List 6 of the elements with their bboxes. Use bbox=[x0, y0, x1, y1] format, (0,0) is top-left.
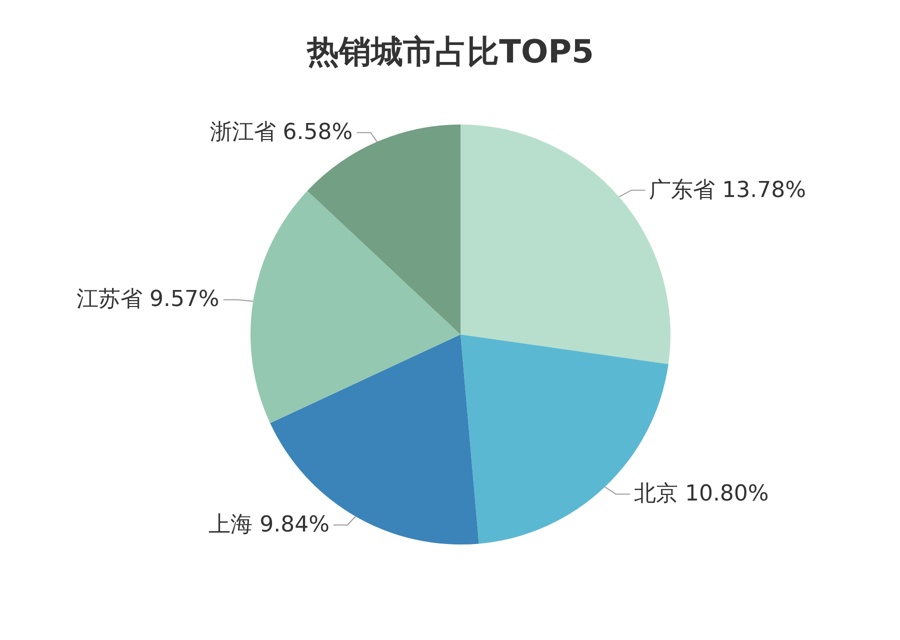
slice-label: 上海 9.84% bbox=[208, 512, 330, 538]
slice-label: 广东省 13.78% bbox=[649, 178, 806, 203]
slice-label: 北京 10.80% bbox=[634, 482, 769, 507]
chart-title: 热销城市占比TOP5 bbox=[306, 32, 594, 70]
slice-label: 江苏省 9.57% bbox=[76, 287, 220, 312]
slice-label: 浙江省 6.58% bbox=[210, 120, 353, 146]
